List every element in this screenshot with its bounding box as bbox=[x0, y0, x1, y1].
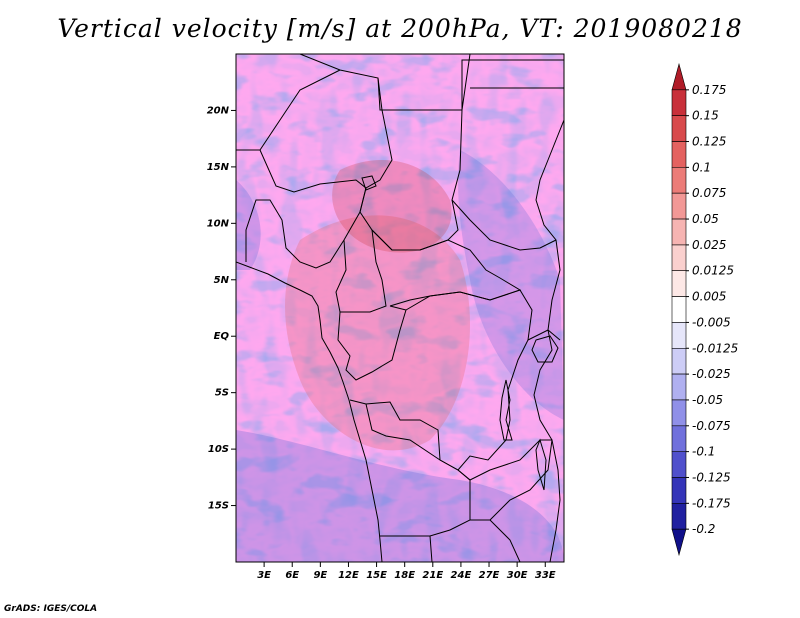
colorbar-bin bbox=[671, 399, 687, 427]
colorbar-label: -0.1 bbox=[692, 445, 715, 459]
colorbar-label: 0.125 bbox=[692, 135, 726, 149]
colorbar-label: -0.005 bbox=[692, 315, 731, 329]
colorbar-label: -0.175 bbox=[692, 496, 731, 510]
lat-tick-label: 5S bbox=[215, 388, 229, 399]
lon-tick-label: 15E bbox=[366, 570, 387, 581]
lat-tick-label: 10N bbox=[207, 218, 230, 229]
colorbar-bin bbox=[671, 451, 687, 478]
lat-tick-label: 5N bbox=[214, 275, 230, 286]
descent-region-west bbox=[236, 180, 261, 270]
lon-tick-label: 33E bbox=[535, 570, 556, 581]
lat-tick-label: 15S bbox=[208, 501, 229, 512]
credit-text: GrADS: IGES/COLA bbox=[4, 604, 98, 614]
colorbar-bin bbox=[671, 89, 687, 116]
colorbar-label: -0.125 bbox=[692, 470, 731, 484]
colorbar-label: 0.0125 bbox=[692, 264, 734, 278]
ascent-region-north bbox=[332, 160, 452, 253]
colorbar-label: -0.05 bbox=[692, 393, 723, 407]
border-namibia bbox=[380, 535, 433, 562]
colorbar-label: 0.075 bbox=[692, 186, 726, 200]
colorbar-bin bbox=[671, 192, 687, 220]
lon-tick-label: 3E bbox=[257, 570, 271, 581]
lon-tick-label: 9E bbox=[313, 570, 327, 581]
border-zambia bbox=[457, 439, 553, 521]
border-botswana bbox=[470, 519, 521, 562]
colorbar-bin bbox=[671, 373, 687, 401]
lake-malawi bbox=[535, 438, 547, 491]
border-libya bbox=[299, 54, 471, 111]
lake-tanganyika bbox=[499, 379, 513, 441]
ascent-region-central bbox=[285, 215, 470, 451]
colorbar-bin bbox=[671, 503, 687, 530]
longitude-axis: 3E 6E 9E 12E 15E 18E 21E 24E 27E 30E 33E bbox=[257, 562, 556, 581]
border-nigeria bbox=[245, 149, 367, 269]
lat-tick-label: 20N bbox=[207, 105, 230, 116]
lon-tick-label: 18E bbox=[394, 570, 415, 581]
colorbar-bin bbox=[671, 425, 687, 452]
colorbar-label: 0.05 bbox=[692, 212, 719, 226]
country-boundaries bbox=[236, 54, 564, 562]
border-congo bbox=[337, 305, 407, 381]
lake-victoria bbox=[531, 335, 559, 363]
border-sudan bbox=[461, 59, 564, 110]
colorbar-bin bbox=[671, 322, 687, 349]
colorbar-label: 0.175 bbox=[692, 83, 726, 97]
colorbar-bin bbox=[671, 347, 687, 375]
lake-chad bbox=[361, 175, 377, 191]
colorbar-bin bbox=[671, 167, 687, 194]
border-sudan-south bbox=[451, 199, 557, 251]
latitude-axis: 20N 15N 10N 5N EQ 5S 10S 15S bbox=[207, 105, 236, 512]
colorbar-bin bbox=[671, 218, 687, 246]
coastline-west bbox=[236, 261, 383, 562]
colorbar-label: -0.2 bbox=[692, 522, 715, 536]
lon-tick-label: 30E bbox=[507, 570, 528, 581]
colorbar-label: -0.075 bbox=[692, 419, 731, 433]
lat-tick-label: 10S bbox=[208, 444, 229, 455]
colorbar-bin bbox=[671, 115, 687, 142]
lon-tick-label: 12E bbox=[338, 570, 359, 581]
colorbar-bin bbox=[671, 62, 687, 91]
colorbar-bin bbox=[671, 141, 687, 168]
colorbar-label: 0.025 bbox=[692, 238, 726, 252]
descent-region-south bbox=[236, 430, 564, 562]
border-niger bbox=[236, 69, 341, 151]
lon-tick-label: 27E bbox=[479, 570, 500, 581]
colorbar-label: -0.0125 bbox=[692, 341, 738, 355]
border-cameroon bbox=[335, 229, 387, 313]
map-frame bbox=[235, 53, 565, 563]
lat-tick-label: 15N bbox=[207, 162, 230, 173]
lon-tick-label: 24E bbox=[451, 570, 472, 581]
colorbar-bin bbox=[671, 244, 687, 272]
lon-tick-label: 21E bbox=[422, 570, 443, 581]
lat-tick-label: EQ bbox=[214, 331, 230, 342]
border-tanzania bbox=[527, 329, 561, 341]
colorbar-label: -0.025 bbox=[692, 367, 731, 381]
colorbar-bin bbox=[671, 296, 687, 323]
colorbar-label: 0.15 bbox=[692, 109, 719, 123]
map-title: Vertical velocity [m/s] at 200hPa, VT: 2… bbox=[57, 14, 743, 43]
colorbar: 0.175 0.15 0.125 0.1 0.075 0.05 0.025 0.0125 0.0… bbox=[671, 62, 738, 557]
lon-tick-label: 6E bbox=[285, 570, 299, 581]
colorbar-bin bbox=[671, 528, 687, 557]
colorbar-bin bbox=[671, 477, 687, 504]
colorbar-label: 0.005 bbox=[692, 290, 726, 304]
colorbar-bin bbox=[671, 270, 687, 297]
colorbar-label: 0.1 bbox=[692, 160, 711, 174]
